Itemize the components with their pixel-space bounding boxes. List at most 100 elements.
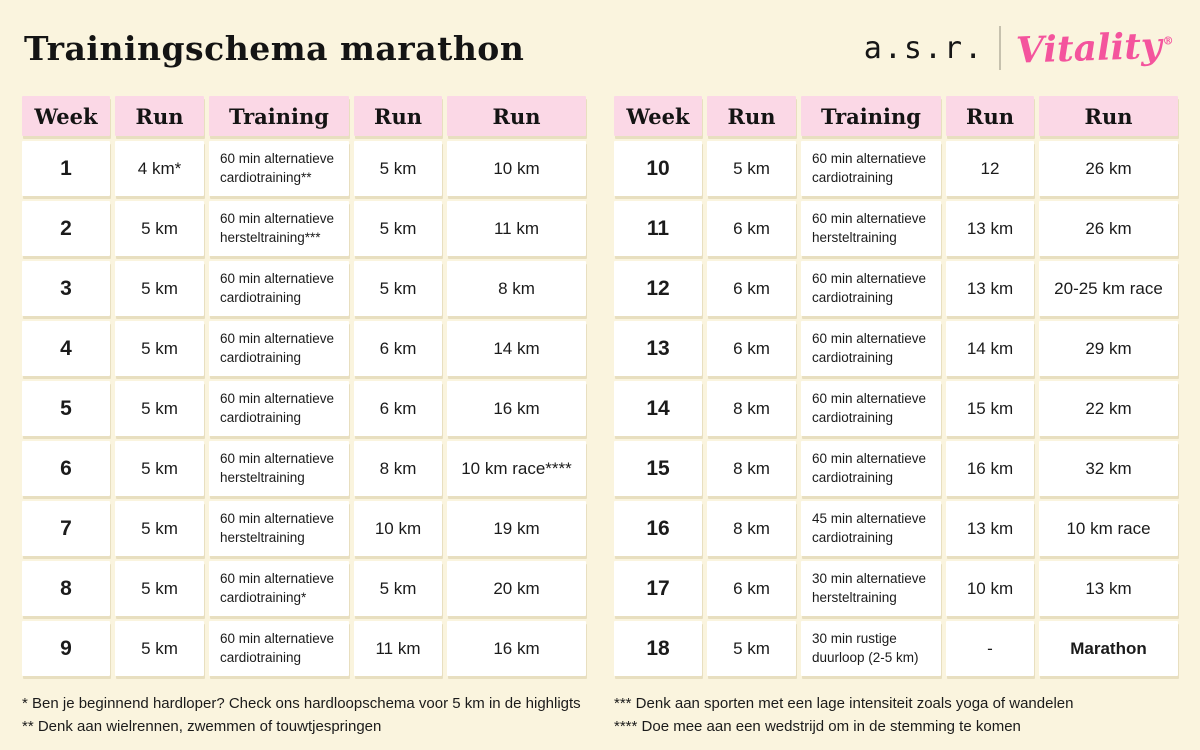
table-cell-week: 14 [614,381,702,436]
table-cell-training: 60 min alternatieve hersteltraining [209,441,349,496]
table-cell-week: 2 [22,201,110,256]
table-cell-training: 60 min alternatieve cardiotraining [209,261,349,316]
column-header: Run [1039,96,1178,136]
footnote: *** Denk aan sporten met een lage intens… [614,695,1074,712]
table-cell-run: 29 km [1039,321,1178,376]
training-table-weeks-1-9: Week Run Training Run Run 1 4 km* 60 min altern… [22,96,586,676]
table-cell-training: 60 min alternatieve cardiotraining* [209,561,349,616]
table-cell-run: 14 km [447,321,586,376]
footnotes-container: * Ben je beginnend hardloper? Check ons … [0,692,1200,738]
table-cell-run: 13 km [946,501,1034,556]
column-header: Week [22,96,110,136]
table-cell-week: 13 [614,321,702,376]
table-cell-run: 5 km [115,321,204,376]
table-cell-week: 6 [22,441,110,496]
table-cell-run: 5 km [354,261,442,316]
brand-divider [999,26,1002,70]
table-cell-training: 60 min alternatieve cardiotraining** [209,141,349,196]
column-header: Week [614,96,702,136]
table-cell-run: Marathon [1039,621,1178,676]
table-cell-training: 60 min alternatieve cardiotraining [209,621,349,676]
table-cell-run: 5 km [354,201,442,256]
table-cell-week: 5 [22,381,110,436]
training-table-weeks-10-18: Week Run Training Run Run 10 5 km 60 min altern… [614,96,1178,676]
footnote: **** Doe mee aan een wedstrijd om in de … [614,718,1021,735]
tables-container: Week Run Training Run Run 1 4 km* 60 min altern… [0,96,1200,676]
column-header: Training [801,96,941,136]
table-cell-training: 60 min alternatieve cardiotraining [801,321,941,376]
table-cell-run: 26 km [1039,201,1178,256]
table-cell-training: 60 min alternatieve cardiotraining [801,441,941,496]
table-cell-run: 6 km [354,321,442,376]
table-cell-run: - [946,621,1034,676]
table-cell-week: 12 [614,261,702,316]
table-cell-run: 10 km [946,561,1034,616]
footnote: ** Denk aan wielrennen, zwemmen of touwt… [22,718,382,735]
table-cell-run: 22 km [1039,381,1178,436]
column-header: Run [115,96,204,136]
table-cell-run: 11 km [354,621,442,676]
table-cell-week: 3 [22,261,110,316]
table-cell-week: 15 [614,441,702,496]
column-header: Run [946,96,1034,136]
table-cell-run: 11 km [447,201,586,256]
table-cell-week: 18 [614,621,702,676]
table-cell-run: 8 km [707,501,796,556]
table-cell-run: 10 km race [1039,501,1178,556]
table-cell-run: 20-25 km race [1039,261,1178,316]
table-cell-run: 12 [946,141,1034,196]
table-cell-training: 60 min alternatieve cardiotraining [209,321,349,376]
table-cell-training: 60 min alternatieve cardiotraining [801,261,941,316]
table-cell-run: 6 km [354,381,442,436]
table-cell-run: 16 km [447,381,586,436]
table-cell-run: 5 km [115,621,204,676]
table-cell-training: 30 min alternatieve hersteltraining [801,561,941,616]
table-cell-run: 5 km [115,261,204,316]
table-cell-run: 19 km [447,501,586,556]
table-cell-run: 4 km* [115,141,204,196]
table-cell-training: 45 min alternatieve cardiotraining [801,501,941,556]
table-cell-run: 20 km [447,561,586,616]
vitality-logo: Vitality® [1015,24,1175,72]
page-title: Trainingschema marathon [24,28,525,68]
registered-trademark-symbol: ® [1162,34,1175,48]
table-cell-run: 8 km [354,441,442,496]
column-header: Run [707,96,796,136]
table-cell-training: 60 min alternatieve cardiotraining [209,381,349,436]
table-cell-run: 14 km [946,321,1034,376]
table-cell-training: 30 min rustige duurloop (2-5 km) [801,621,941,676]
table-cell-run: 6 km [707,261,796,316]
table-cell-run: 10 km race**** [447,441,586,496]
table-cell-week: 4 [22,321,110,376]
table-cell-run: 26 km [1039,141,1178,196]
table-cell-training: 60 min alternatieve hersteltraining [209,501,349,556]
table-cell-run: 8 km [707,381,796,436]
table-cell-run: 6 km [707,321,796,376]
table-cell-week: 7 [22,501,110,556]
table-cell-run: 5 km [115,381,204,436]
table-cell-week: 17 [614,561,702,616]
table-cell-run: 13 km [1039,561,1178,616]
footnote: * Ben je beginnend hardloper? Check ons … [22,695,581,712]
table-cell-training: 60 min alternatieve hersteltraining [801,201,941,256]
table-cell-training: 60 min alternatieve cardiotraining [801,381,941,436]
table-cell-week: 9 [22,621,110,676]
table-cell-run: 5 km [354,141,442,196]
table-cell-run: 6 km [707,201,796,256]
asr-logo: a.s.r. [863,30,985,66]
table-cell-training: 60 min alternatieve cardiotraining [801,141,941,196]
brand-logos: a.s.r. Vitality® [863,24,1175,72]
table-cell-run: 5 km [115,501,204,556]
table-cell-run: 5 km [354,561,442,616]
table-cell-run: 5 km [115,441,204,496]
table-cell-run: 5 km [115,201,204,256]
footnotes-left: * Ben je beginnend hardloper? Check ons … [22,692,586,738]
table-cell-week: 11 [614,201,702,256]
column-header: Training [209,96,349,136]
table-cell-run: 32 km [1039,441,1178,496]
table-cell-run: 10 km [447,141,586,196]
table-cell-run: 13 km [946,261,1034,316]
column-header: Run [447,96,586,136]
top-bar: Trainingschema marathon a.s.r. Vitality® [0,0,1200,74]
table-cell-run: 5 km [707,141,796,196]
